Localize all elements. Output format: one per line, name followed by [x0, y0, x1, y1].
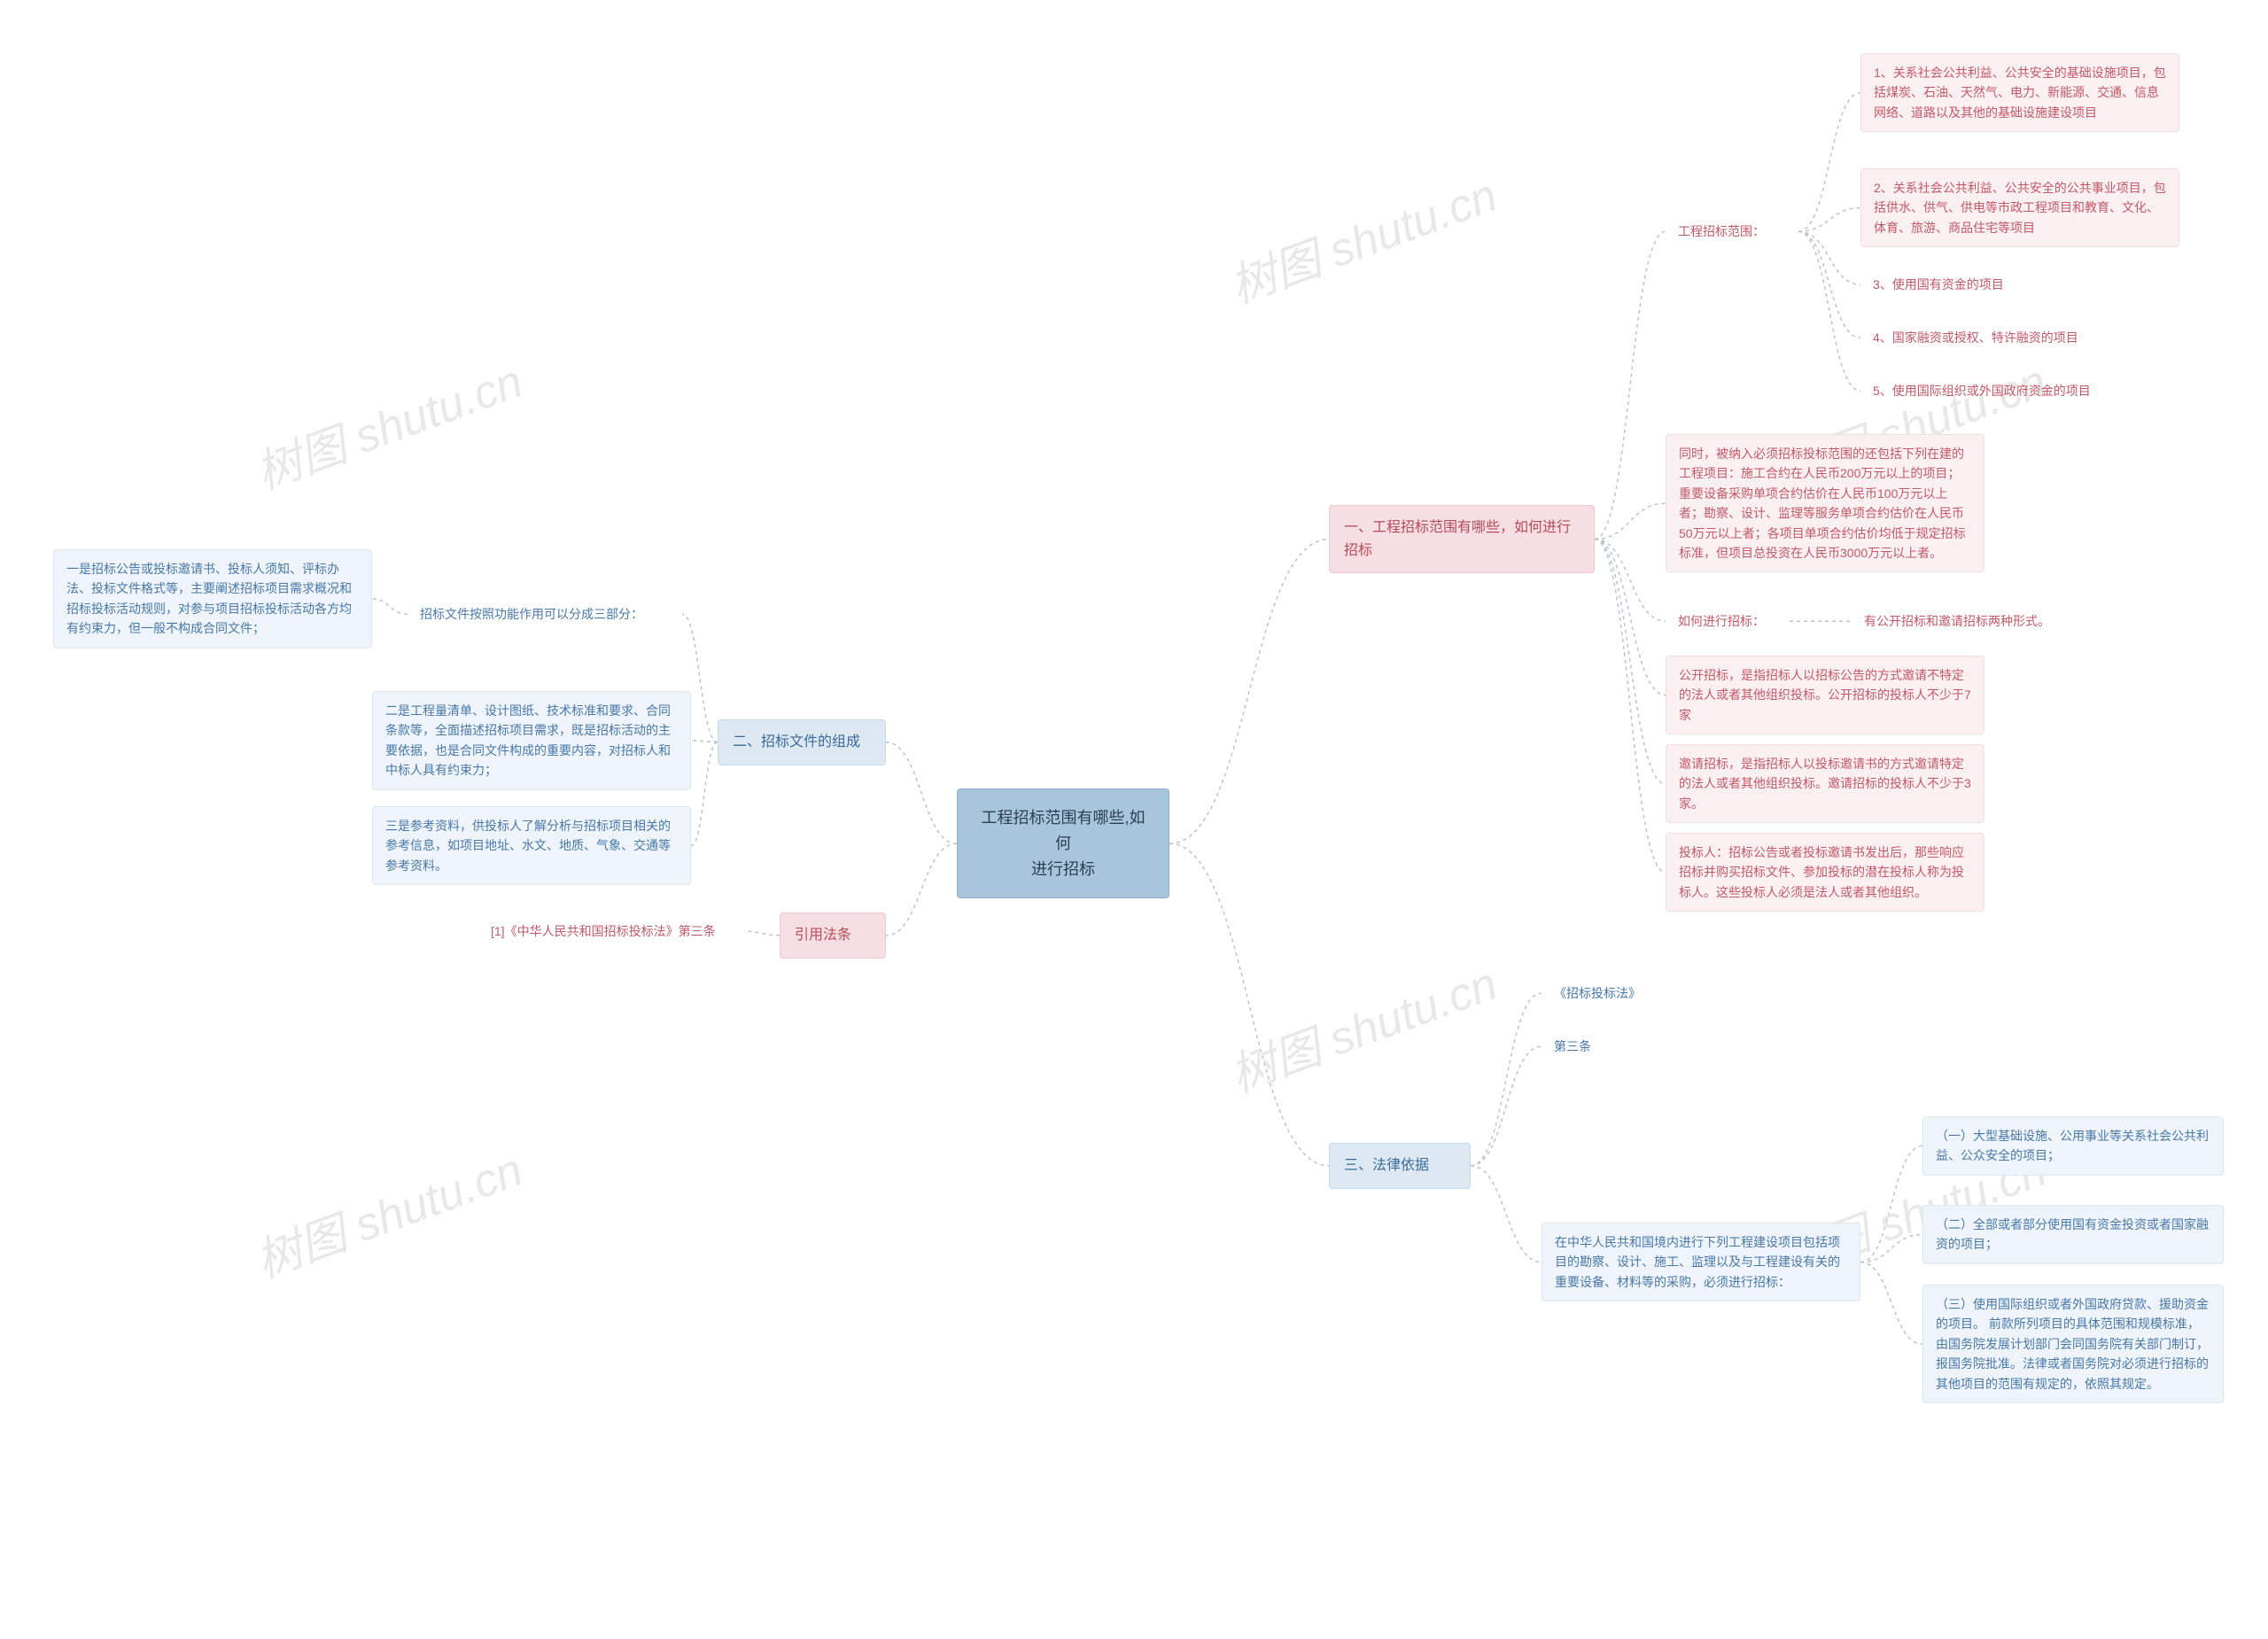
branch4-item: [1]《中华人民共和国招标投标法》第三条 [478, 913, 744, 950]
branch2-item: 二是工程量清单、设计图纸、技术标准和要求、合同条款等，全面描述招标项目需求，既是… [372, 691, 691, 790]
branch1-scope-item: 1、关系社会公共利益、公共安全的基础设施项目，包括煤炭、石油、天然气、电力、新能… [1860, 53, 2179, 132]
center-node: 工程招标范围有哪些,如何 进行招标 [957, 788, 1169, 898]
branch3-sub: （二）全部或者部分使用国有资金投资或者国家融资的项目； [1922, 1205, 2224, 1264]
branch2-item: 三是参考资料，供投标人了解分析与招标项目相关的参考信息，如项目地址、水文、地质、… [372, 806, 691, 885]
center-line1: 工程招标范围有哪些,如何 [979, 805, 1147, 857]
branch1-how-label: 如何进行招标： [1666, 602, 1790, 640]
branch1-title: 一、工程招标范围有哪些，如何进行招标 [1329, 505, 1595, 573]
branch2-title: 二、招标文件的组成 [718, 719, 886, 765]
branch1-item: 公开招标，是指招标人以招标公告的方式邀请不特定的法人或者其他组织投标。公开招标的… [1666, 656, 1984, 734]
branch1-scope-item: 3、使用国有资金的项目 [1860, 266, 2179, 303]
branch1-how-value: 有公开招标和邀请招标两种形式。 [1852, 602, 2082, 640]
branch1-scope-label: 工程招标范围： [1666, 213, 1798, 250]
branch3-item: 第三条 [1542, 1028, 1630, 1065]
branch1-extra: 同时，被纳入必须招标投标范围的还包括下列在建的工程项目：施工合约在人民币200万… [1666, 434, 1984, 572]
branch3-long: 在中华人民共和国境内进行下列工程建设项目包括项目的勘察、设计、施工、监理以及与工… [1542, 1223, 1860, 1301]
branch3-item: 《招标投标法》 [1542, 975, 1683, 1012]
branch4-title: 引用法条 [780, 913, 886, 959]
center-line2: 进行招标 [979, 857, 1147, 882]
branch1-scope-item: 4、国家融资或授权、特许融资的项目 [1860, 319, 2179, 356]
branch3-sub: （三）使用国际组织或者外国政府贷款、援助资金的项目。 前款所列项目的具体范围和规… [1922, 1285, 2224, 1403]
branch3-sub: （一）大型基础设施、公用事业等关系社会公共利益、公众安全的项目； [1922, 1116, 2224, 1176]
branch3-title: 三、法律依据 [1329, 1143, 1471, 1189]
branch1-item: 投标人：招标公告或者投标邀请书发出后，那些响应招标并购买招标文件、参加投标的潜在… [1666, 833, 1984, 912]
branch1-scope-item: 5、使用国际组织或外国政府资金的项目 [1860, 372, 2179, 409]
branch1-scope-item: 2、关系社会公共利益、公共安全的公共事业项目，包括供水、供气、供电等市政工程项目… [1860, 168, 2179, 247]
branch2-item: 一是招标公告或投标邀请书、投标人须知、评标办法、投标文件格式等，主要阐述招标项目… [53, 549, 372, 649]
branch1-item: 邀请招标，是指招标人以投标邀请书的方式邀请特定的法人或者其他组织投标。邀请招标的… [1666, 744, 1984, 823]
branch2-intro: 招标文件按照功能作用可以分成三部分： [408, 595, 682, 633]
